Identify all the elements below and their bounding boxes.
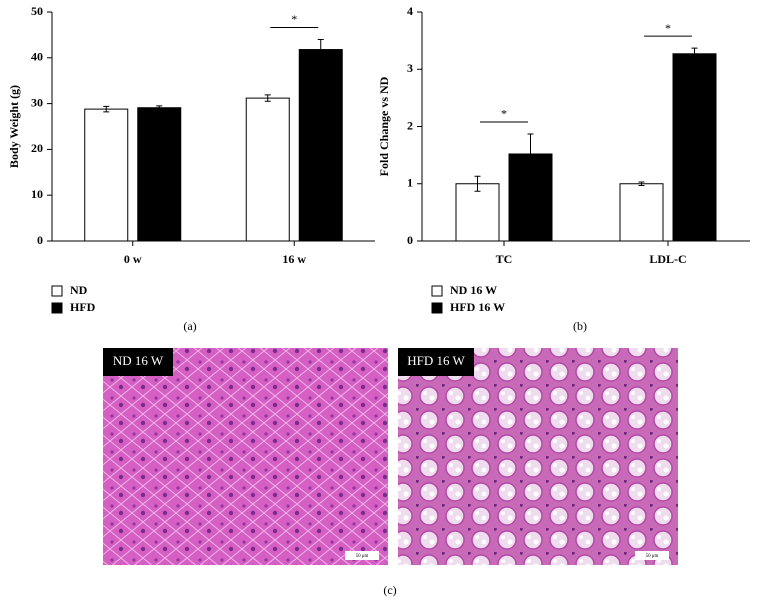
legend-label: ND <box>70 283 88 297</box>
legend-swatch <box>51 285 63 297</box>
error-bar <box>527 133 534 175</box>
image-label: HFD 16 W <box>407 353 465 368</box>
image-label-box <box>103 348 173 376</box>
scale-bar <box>635 551 669 560</box>
x-tick-label: 0 w <box>124 252 142 266</box>
y-axis-label: Fold Change vs ND <box>377 76 391 176</box>
panel-label: (c) <box>383 583 396 597</box>
x-tick-label: TC <box>496 252 513 266</box>
y-tick-label: 40 <box>31 50 43 64</box>
error-bar <box>264 94 271 102</box>
y-tick-label: 10 <box>31 187 43 201</box>
legend-swatch <box>431 285 443 297</box>
panel-label: (a) <box>183 319 196 333</box>
significance-label: * <box>291 12 297 26</box>
error-bar <box>156 105 163 111</box>
histology-image <box>103 348 388 565</box>
bar <box>455 183 500 242</box>
y-tick-label: 2 <box>407 118 413 132</box>
x-tick-label: LDL-C <box>649 252 686 266</box>
bar <box>137 107 182 242</box>
error-bar <box>317 38 324 61</box>
legend-swatch <box>431 302 443 314</box>
y-tick-label: 0 <box>407 233 413 247</box>
bar <box>619 183 664 242</box>
error-bar <box>103 105 110 113</box>
significance-label: * <box>665 21 671 35</box>
error-bar <box>474 175 481 192</box>
error-bar <box>691 47 698 61</box>
bar <box>672 53 717 242</box>
y-tick-label: 0 <box>37 233 43 247</box>
legend-label: HFD <box>70 300 96 314</box>
x-tick-label: 16 w <box>282 252 306 266</box>
scale-bar <box>345 551 379 560</box>
image-label-box <box>398 348 474 376</box>
y-tick-label: 1 <box>407 176 413 190</box>
y-tick-label: 30 <box>31 95 43 109</box>
bar <box>245 97 290 242</box>
histology-panel: ND 16 W HFD 16 W 50 μm 50 μm (c) <box>103 348 678 597</box>
bar <box>298 49 343 242</box>
bar <box>84 108 129 242</box>
scale-bar-label: 50 μm <box>646 554 659 559</box>
histology-image <box>398 348 678 565</box>
legend-label: HFD 16 W <box>450 300 505 314</box>
panel-label: (b) <box>573 319 587 333</box>
significance-label: * <box>501 107 507 121</box>
y-tick-label: 3 <box>407 61 413 75</box>
y-tick-label: 4 <box>407 4 413 18</box>
image-label: ND 16 W <box>113 353 164 368</box>
scale-bar-label: 50 μm <box>356 554 369 559</box>
y-tick-label: 20 <box>31 141 43 155</box>
y-axis-label: Body Weight (g) <box>7 85 21 168</box>
legend-swatch <box>51 302 63 314</box>
error-bar <box>638 181 645 186</box>
legend-label: ND 16 W <box>450 283 497 297</box>
y-tick-label: 50 <box>31 4 43 18</box>
